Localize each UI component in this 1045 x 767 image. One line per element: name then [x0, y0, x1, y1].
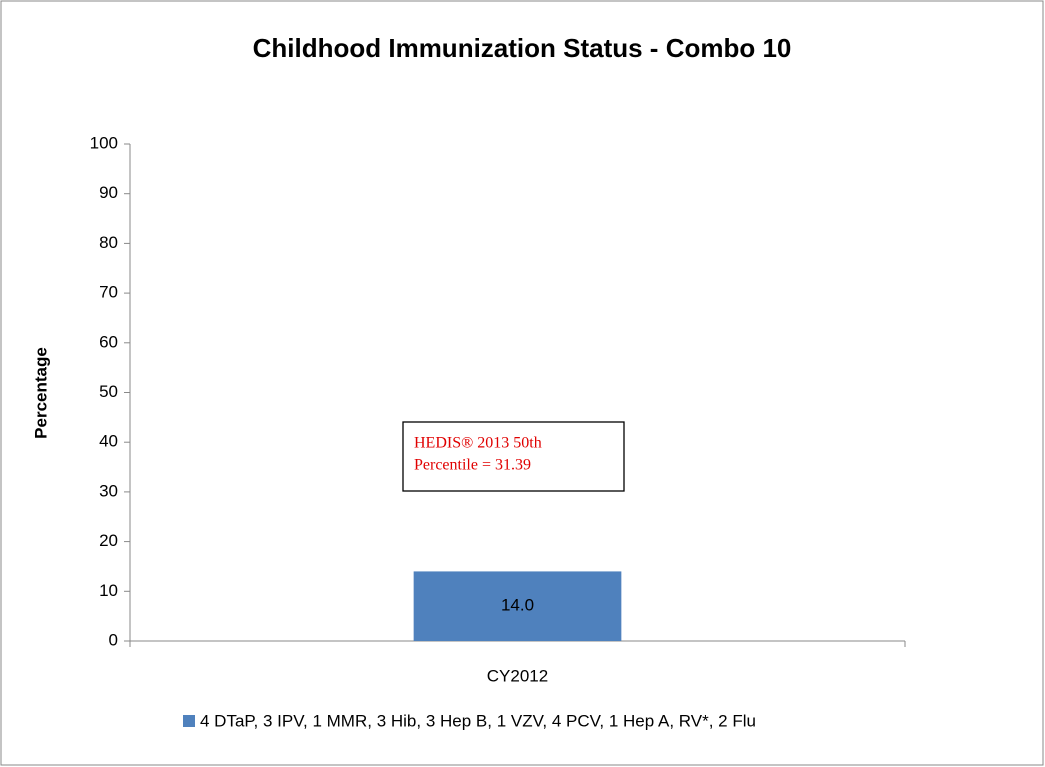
- y-tick-label: 40: [99, 432, 118, 451]
- y-tick-label: 90: [99, 183, 118, 202]
- y-tick-label: 80: [99, 233, 118, 252]
- annotation-box: [402, 421, 625, 492]
- bar: [413, 571, 622, 641]
- legend-swatch: [183, 715, 195, 727]
- y-tick-label: 0: [109, 630, 118, 649]
- value-label: 14.0: [501, 596, 534, 615]
- y-tick-label: 60: [99, 332, 118, 351]
- y-tick-label: 70: [99, 283, 118, 302]
- legend-label: 4 DTaP, 3 IPV, 1 MMR, 3 Hib, 3 Hep B, 1 …: [200, 711, 756, 730]
- annotation-text: Percentile = 31.39: [414, 457, 531, 474]
- y-tick-label: 100: [90, 133, 118, 152]
- x-tick-label: CY2012: [487, 666, 548, 685]
- y-tick-label: 20: [99, 531, 118, 550]
- annotation-text: HEDIS® 2013 50th: [414, 435, 542, 452]
- y-axis-label: Percentage: [31, 347, 50, 439]
- y-tick-label: 10: [99, 581, 118, 600]
- chart-title: Childhood Immunization Status - Combo 10: [253, 33, 792, 63]
- y-tick-label: 50: [99, 382, 118, 401]
- y-tick-label: 30: [99, 481, 118, 500]
